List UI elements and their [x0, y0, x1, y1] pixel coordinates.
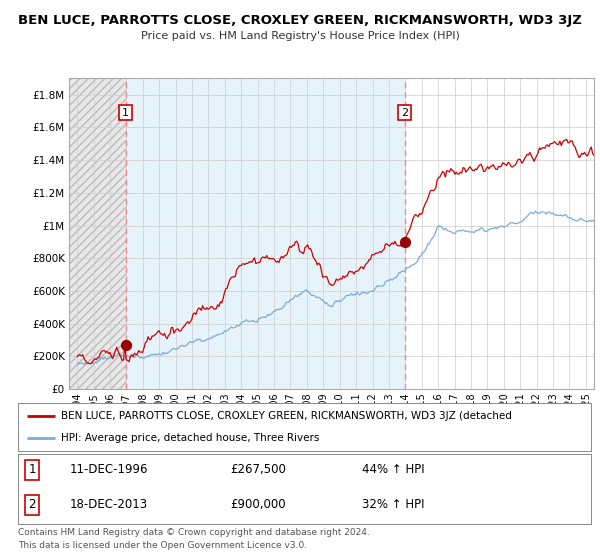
Text: Contains HM Land Registry data © Crown copyright and database right 2024.: Contains HM Land Registry data © Crown c… [18, 528, 370, 536]
Text: Price paid vs. HM Land Registry's House Price Index (HPI): Price paid vs. HM Land Registry's House … [140, 31, 460, 41]
Text: BEN LUCE, PARROTTS CLOSE, CROXLEY GREEN, RICKMANSWORTH, WD3 3JZ (detached: BEN LUCE, PARROTTS CLOSE, CROXLEY GREEN,… [61, 411, 512, 421]
Text: BEN LUCE, PARROTTS CLOSE, CROXLEY GREEN, RICKMANSWORTH, WD3 3JZ: BEN LUCE, PARROTTS CLOSE, CROXLEY GREEN,… [18, 14, 582, 27]
Text: 32% ↑ HPI: 32% ↑ HPI [362, 498, 424, 511]
Text: 1: 1 [29, 463, 36, 476]
Bar [125, 78, 404, 389]
Text: HPI: Average price, detached house, Three Rivers: HPI: Average price, detached house, Thre… [61, 433, 319, 443]
Text: £900,000: £900,000 [230, 498, 286, 511]
Text: 44% ↑ HPI: 44% ↑ HPI [362, 463, 424, 476]
Point [121, 341, 130, 350]
Text: 18-DEC-2013: 18-DEC-2013 [70, 498, 148, 511]
Text: £267,500: £267,500 [230, 463, 286, 476]
Text: This data is licensed under the Open Government Licence v3.0.: This data is licensed under the Open Gov… [18, 541, 307, 550]
Point [400, 237, 409, 246]
Text: 11-DEC-1996: 11-DEC-1996 [70, 463, 148, 476]
Text: 1: 1 [122, 108, 129, 118]
Text: 2: 2 [29, 498, 36, 511]
Bar [69, 78, 125, 389]
Text: 2: 2 [401, 108, 408, 118]
Bar [69, 78, 125, 389]
